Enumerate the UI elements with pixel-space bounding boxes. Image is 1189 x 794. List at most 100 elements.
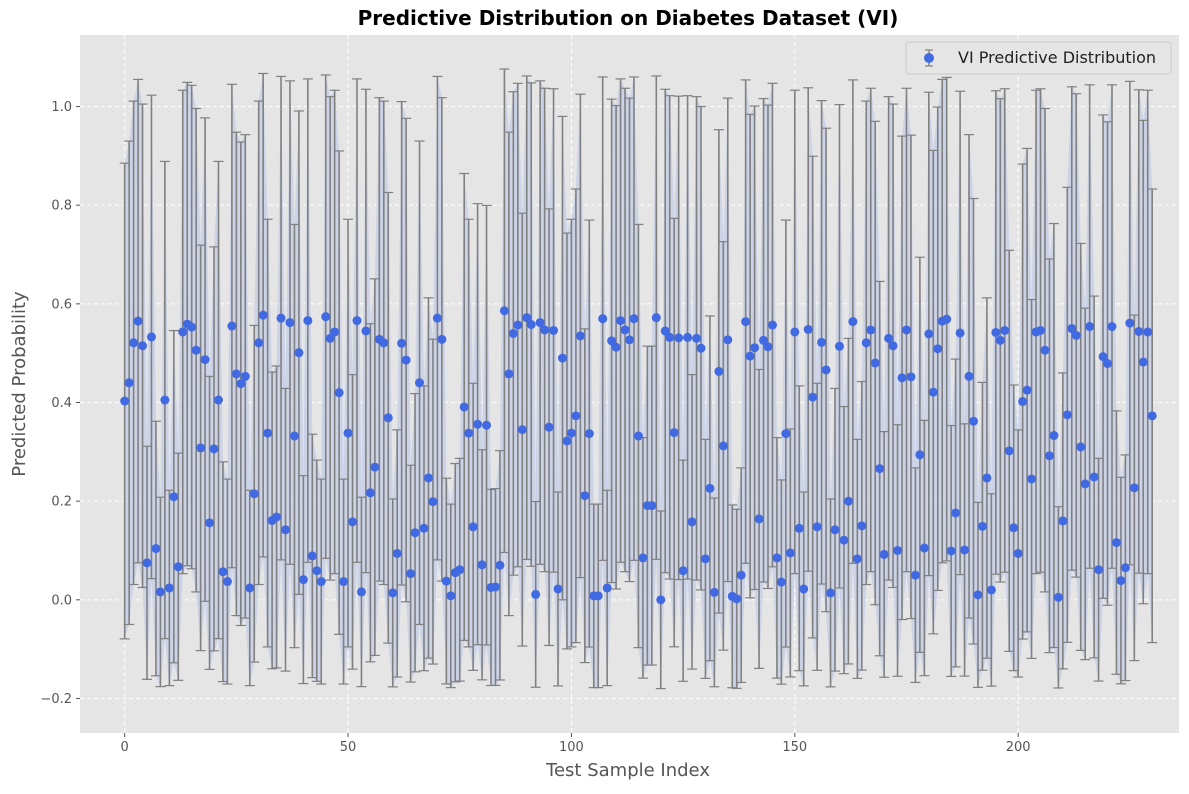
data-point	[432, 313, 442, 323]
data-point	[303, 316, 313, 326]
data-point	[884, 333, 894, 343]
data-point	[553, 584, 563, 594]
data-point	[392, 548, 402, 558]
data-point	[580, 491, 590, 501]
data-point	[986, 585, 996, 595]
data-point	[160, 395, 170, 405]
data-point	[977, 521, 987, 531]
data-point	[593, 591, 603, 601]
x-axis-label: Test Sample Index	[545, 760, 710, 781]
data-point	[383, 413, 393, 423]
y-tick-label: 0.6	[51, 297, 72, 312]
x-tick-label: 0	[121, 740, 129, 755]
data-point	[401, 355, 411, 365]
data-point	[1098, 352, 1108, 362]
data-point	[205, 518, 215, 528]
data-point	[535, 318, 545, 328]
data-point	[946, 546, 956, 556]
data-point	[129, 338, 139, 348]
data-point	[272, 512, 282, 522]
data-point	[687, 517, 697, 527]
data-points	[120, 306, 1157, 605]
data-point	[660, 326, 670, 336]
data-point	[468, 522, 478, 532]
data-point	[540, 325, 550, 335]
data-point	[982, 473, 992, 483]
data-point	[526, 320, 536, 330]
data-point	[718, 441, 728, 451]
data-point	[759, 335, 769, 345]
data-point	[995, 335, 1005, 345]
data-point	[964, 371, 974, 381]
data-point	[281, 525, 291, 535]
data-point	[490, 582, 500, 592]
data-point	[879, 549, 889, 559]
data-point	[1143, 327, 1153, 337]
data-point	[361, 326, 371, 336]
data-point	[365, 488, 375, 498]
data-point	[146, 332, 156, 342]
data-point	[307, 551, 317, 561]
data-point	[1018, 397, 1028, 407]
data-point	[674, 333, 684, 343]
data-point	[821, 365, 831, 375]
data-point	[508, 328, 518, 338]
data-point	[1138, 357, 1148, 367]
data-point	[155, 587, 165, 597]
data-point	[482, 420, 492, 430]
data-point	[531, 589, 541, 599]
data-point	[754, 514, 764, 524]
data-point	[839, 535, 849, 545]
data-point	[951, 508, 961, 518]
data-point	[423, 473, 433, 483]
data-point	[222, 577, 232, 587]
data-point	[683, 332, 693, 342]
data-point	[477, 560, 487, 570]
data-point	[861, 338, 871, 348]
data-point	[321, 312, 331, 322]
data-point	[723, 335, 733, 345]
data-point	[897, 373, 907, 383]
chart-title: Predictive Distribution on Diabetes Data…	[358, 6, 899, 30]
data-point	[455, 565, 465, 575]
data-point	[164, 583, 174, 593]
data-point	[549, 325, 559, 335]
data-point	[173, 562, 183, 572]
data-point	[1094, 565, 1104, 575]
data-point	[142, 558, 152, 568]
data-point	[289, 431, 299, 441]
data-point	[1089, 472, 1099, 482]
legend-point-icon	[924, 53, 934, 63]
data-point	[169, 492, 179, 502]
data-point	[446, 591, 456, 601]
data-point	[1134, 326, 1144, 336]
y-tick-label: 0.8	[51, 199, 72, 214]
data-point	[745, 351, 755, 361]
legend-marker	[924, 49, 934, 67]
data-point	[1036, 325, 1046, 335]
x-axis-ticks: 0 50 100 150 200	[121, 733, 1031, 755]
legend-box	[905, 41, 1172, 75]
data-point	[910, 570, 920, 580]
data-point	[1111, 538, 1121, 548]
legend[interactable]: VI Predictive Distribution	[905, 41, 1172, 75]
data-point	[298, 575, 308, 585]
x-tick-label: 50	[340, 740, 357, 755]
data-point	[1067, 324, 1077, 334]
data-point	[1044, 451, 1054, 461]
data-point	[741, 317, 751, 327]
data-point	[772, 553, 782, 563]
data-point	[817, 337, 827, 347]
data-point	[227, 321, 237, 331]
data-point	[187, 322, 197, 332]
data-point	[437, 334, 447, 344]
data-point	[245, 583, 255, 593]
data-point	[888, 341, 898, 351]
data-point	[602, 583, 612, 593]
data-point	[1085, 322, 1095, 332]
data-point	[781, 429, 791, 439]
data-point	[285, 318, 295, 328]
data-point	[955, 328, 965, 338]
y-tick-label: 0.4	[51, 396, 72, 411]
